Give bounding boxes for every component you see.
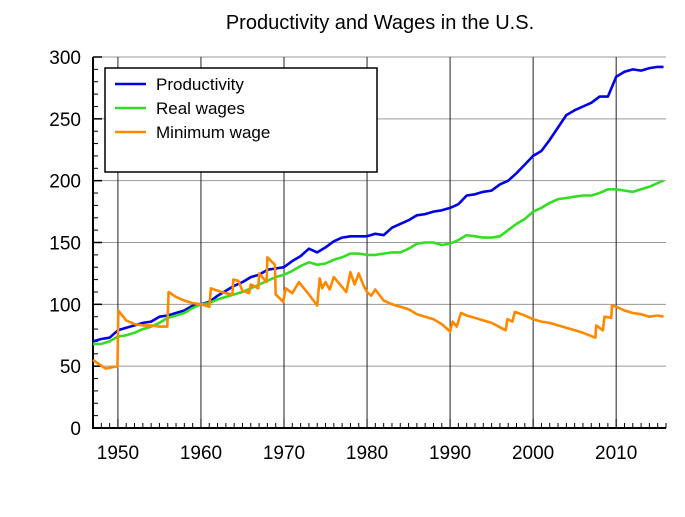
grid	[93, 56, 666, 428]
x-tick-label: 1990	[429, 443, 471, 464]
y-tick-label: 250	[49, 110, 81, 131]
x-tick-label: 1950	[97, 443, 139, 464]
y-tick-label: 100	[49, 295, 81, 316]
series-line-minimum-wage	[92, 255, 664, 370]
axes: 0 50 100 150 200 250 300 1950 1960 1970 1980 1990 20…	[49, 48, 667, 464]
series-line-real-wages	[93, 179, 664, 346]
chart-title: Productivity and Wages in the U.S.	[226, 12, 534, 34]
x-tick-label: 1970	[263, 443, 305, 464]
series-lines	[92, 65, 664, 370]
series-line-productivity	[92, 65, 664, 343]
y-tick-label: 50	[60, 357, 81, 378]
x-tick-label: 2000	[512, 443, 554, 464]
x-tick-label: 1960	[180, 443, 222, 464]
legend-label-real-wages: Real wages	[156, 99, 245, 118]
y-tick-label: 0	[70, 419, 81, 440]
y-tick-label: 300	[49, 48, 81, 69]
legend: Productivity Real wages Minimum wage	[104, 67, 378, 173]
legend-label-productivity: Productivity	[156, 75, 244, 94]
legend-label-minimum-wage: Minimum wage	[156, 123, 270, 142]
legend-box	[104, 67, 378, 173]
x-tick-label: 1980	[346, 443, 388, 464]
y-tick-label: 150	[49, 234, 81, 255]
y-tick-label: 200	[49, 172, 81, 193]
x-tick-label: 2010	[595, 443, 637, 464]
